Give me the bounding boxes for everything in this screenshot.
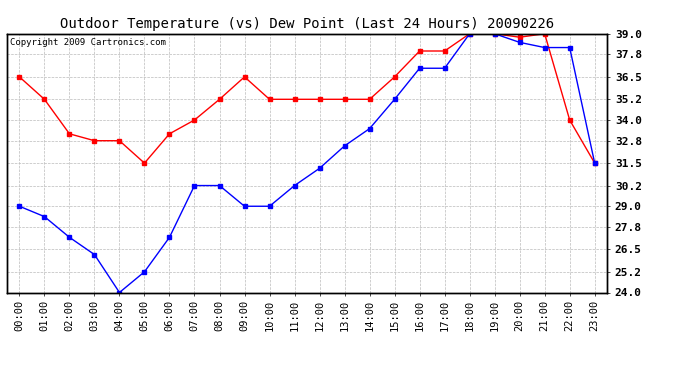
- Title: Outdoor Temperature (vs) Dew Point (Last 24 Hours) 20090226: Outdoor Temperature (vs) Dew Point (Last…: [60, 17, 554, 31]
- Text: Copyright 2009 Cartronics.com: Copyright 2009 Cartronics.com: [10, 38, 166, 46]
